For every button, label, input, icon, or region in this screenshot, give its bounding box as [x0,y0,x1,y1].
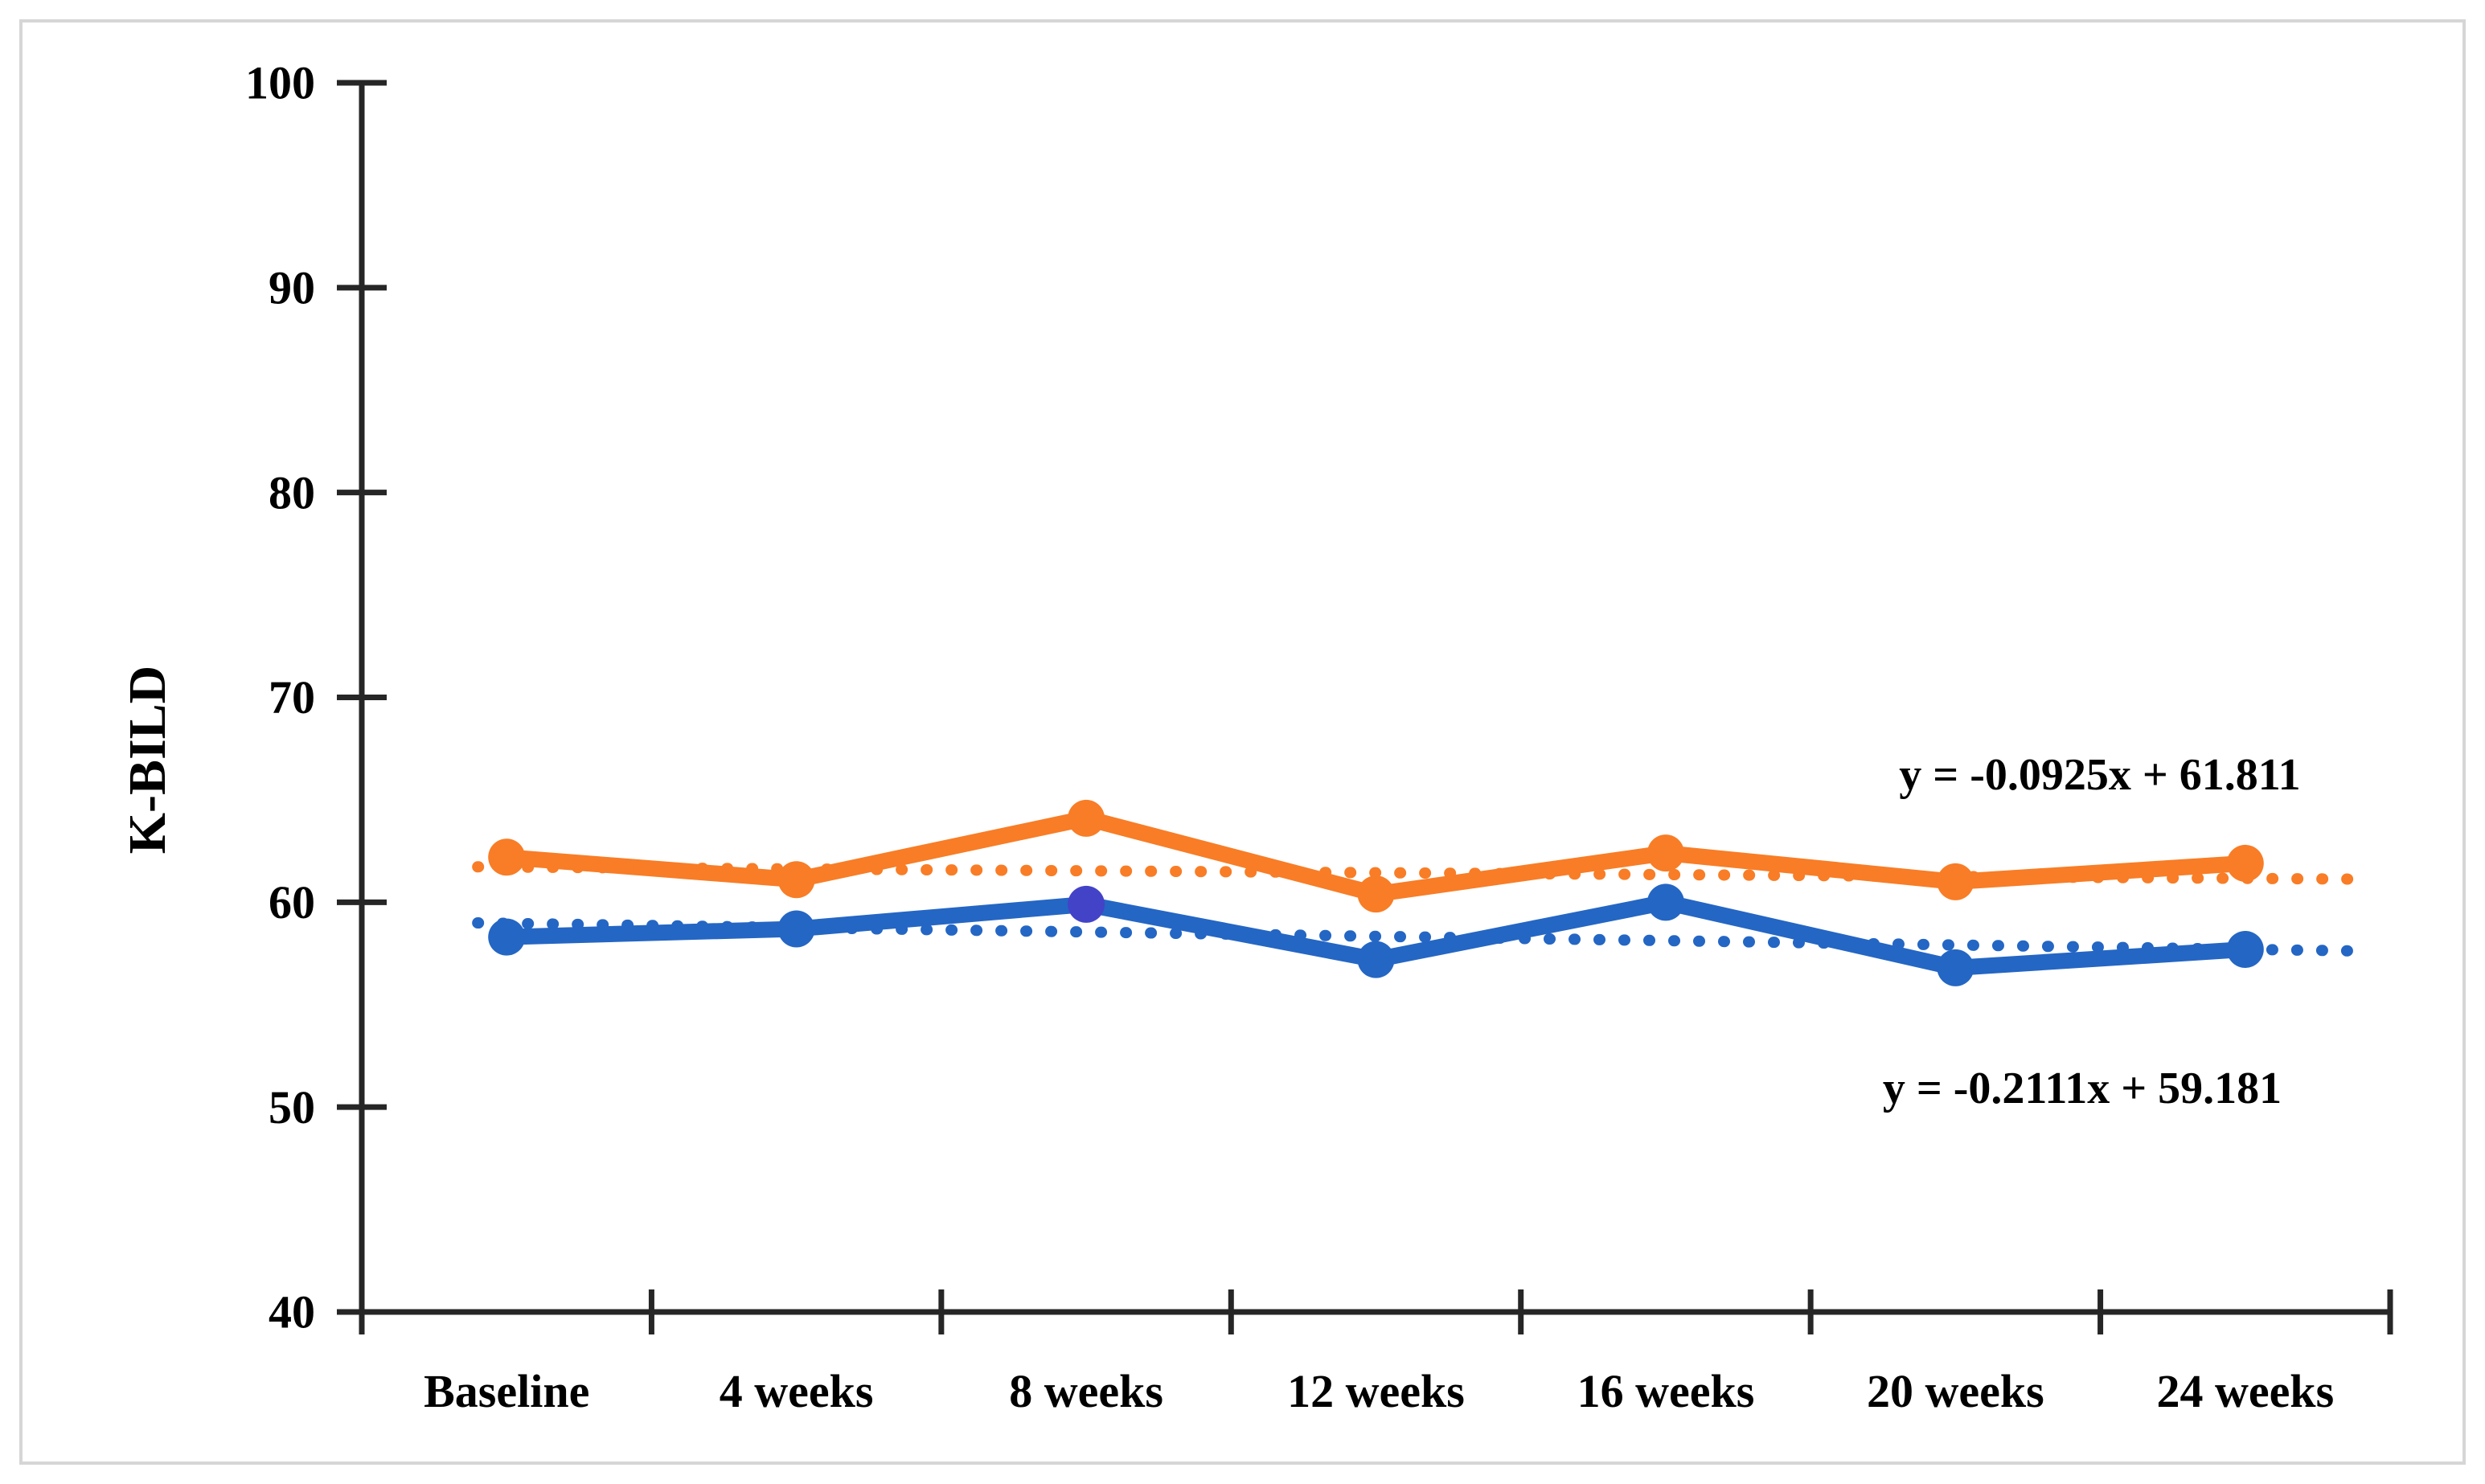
series-blue-lower-marker-Baseline [488,918,526,956]
series-blue-lower-marker-20 weeks [1937,949,1974,986]
series-blue-lower-marker-12 weeks [1357,941,1395,978]
y-tick-label: 40 [269,1286,315,1338]
x-category-label: 16 weeks [1577,1365,1755,1417]
trendline-blue-lower [472,917,2367,957]
series-blue-lower-marker-16 weeks [1646,883,1684,921]
x-category-label: 20 weeks [1867,1365,2044,1417]
y-tick-label: 70 [269,671,315,724]
series-orange-upper-marker-16 weeks [1646,834,1684,872]
x-category-label: 12 weeks [1287,1365,1465,1417]
series-orange-upper-marker-4 weeks [777,861,815,899]
y-tick-label: 80 [269,466,315,519]
y-tick-label: 50 [269,1081,315,1133]
x-category-label: 8 weeks [1009,1365,1163,1417]
series-blue-lower-marker-8 weeks [1068,885,1105,923]
trendline-equation-orange-upper: y = -0.0925x + 61.811 [1899,750,2300,800]
y-tick-label: 90 [269,262,315,314]
series-orange-upper-marker-8 weeks [1068,799,1105,837]
y-tick-label: 60 [269,876,315,929]
x-category-label: Baseline [424,1365,589,1417]
y-axis-title: K-BILD [118,666,177,855]
trendline-equation-blue-lower: y = -0.2111x + 59.181 [1883,1064,2282,1113]
series-orange-upper-marker-12 weeks [1357,875,1395,913]
x-category-label: 24 weeks [2156,1365,2334,1417]
series-orange-upper-marker-24 weeks [2226,844,2264,882]
y-tick-label: 100 [245,57,315,109]
x-category-label: 4 weeks [720,1365,874,1417]
figure-border [19,19,2466,1465]
series-orange-upper-marker-20 weeks [1937,863,1974,900]
trendline-orange-upper [472,861,2367,885]
